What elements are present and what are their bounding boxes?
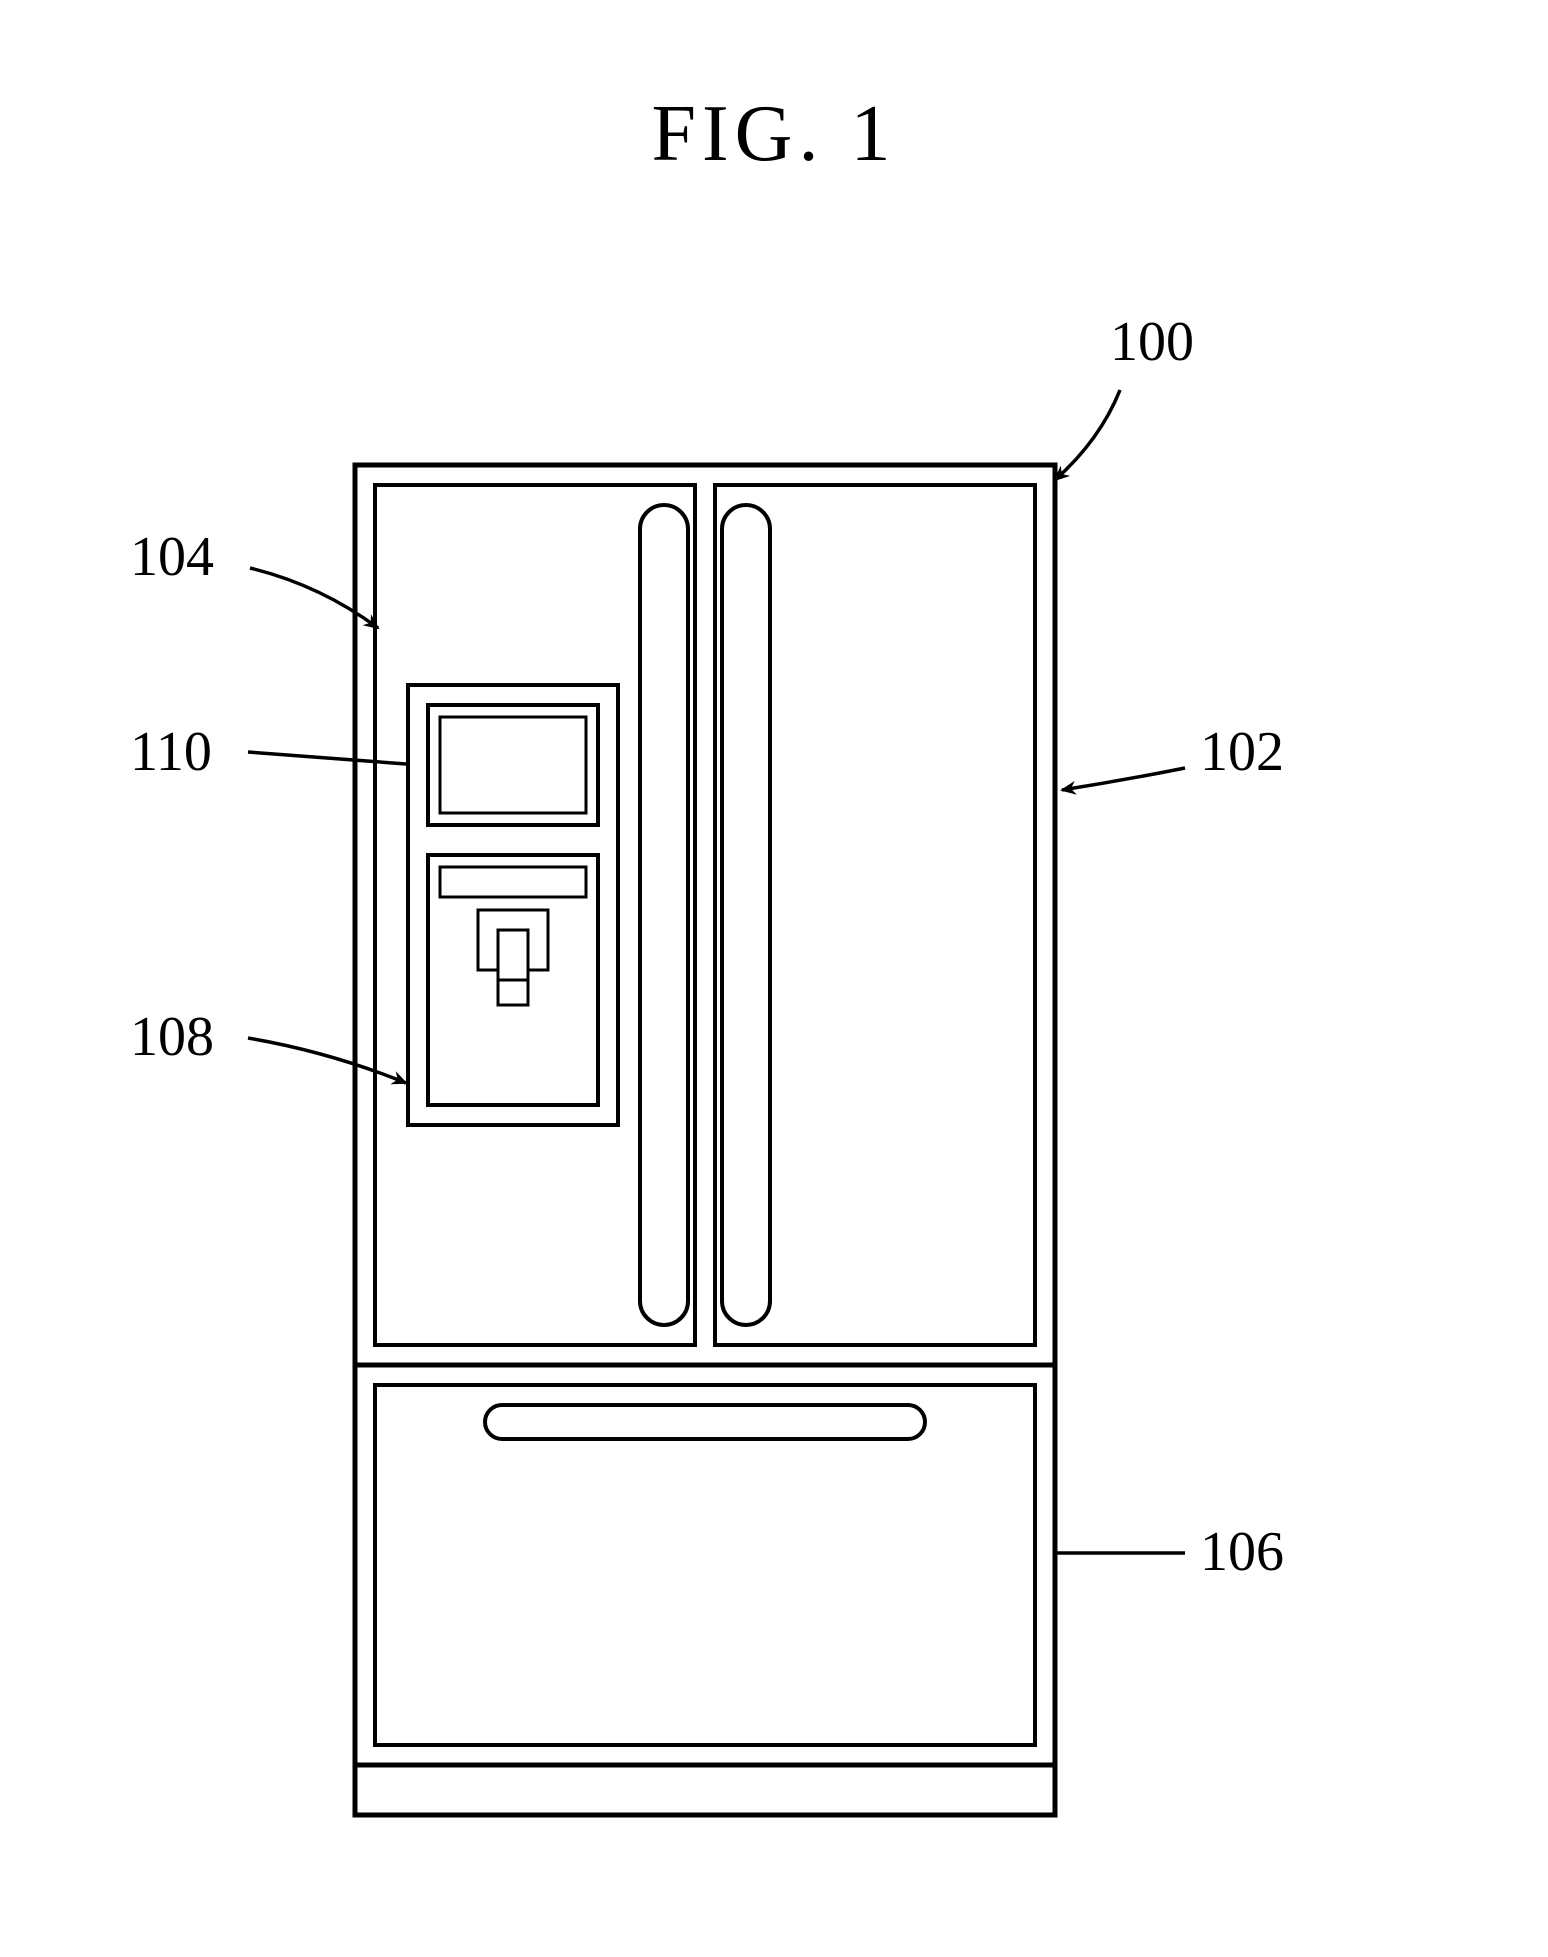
refrigerator <box>355 465 1055 1815</box>
reference-labels: 100 104 110 108 102 106 <box>130 311 1284 1583</box>
leader-102 <box>1062 768 1185 790</box>
dispenser-nozzle <box>478 910 548 1005</box>
leader-108 <box>248 1038 406 1083</box>
label-106: 106 <box>1200 1521 1284 1583</box>
figure-svg: FIG. 1 <box>0 0 1548 1957</box>
cabinet-outline <box>355 465 1055 1815</box>
display-screen <box>428 705 598 825</box>
right-door-handle <box>722 505 770 1325</box>
left-door-handle <box>640 505 688 1325</box>
label-100: 100 <box>1110 311 1194 373</box>
leader-100 <box>1055 390 1120 480</box>
page: FIG. 1 <box>0 0 1548 1957</box>
freezer-handle <box>485 1405 925 1439</box>
leader-110 <box>248 752 406 764</box>
leader-104 <box>250 568 378 628</box>
label-104: 104 <box>130 526 214 588</box>
figure-title: FIG. 1 <box>652 90 897 178</box>
label-108: 108 <box>130 1006 214 1068</box>
label-110: 110 <box>130 721 212 783</box>
dispenser-nozzle-inner <box>498 930 528 980</box>
label-102: 102 <box>1200 721 1284 783</box>
dispenser-button-bar <box>440 867 586 897</box>
